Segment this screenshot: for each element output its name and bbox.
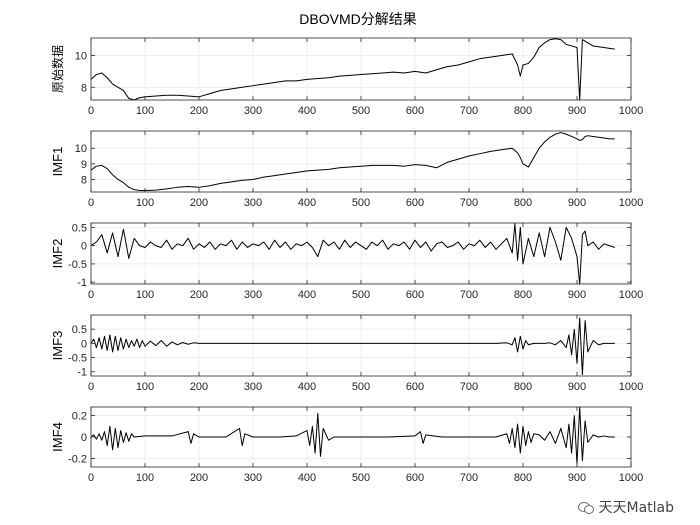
x-tick-label: 900 <box>568 381 586 393</box>
subplot-1: 0 100 200 300 400 500 600 700 800 900 1000 8 10 原始数据 <box>50 37 643 117</box>
x-tick-label: 900 <box>568 105 586 117</box>
subplot-4: 0 100 200 300 400 500 600 700 800 900 1000 -1 -0.5 0 0… <box>50 314 643 393</box>
y-tick-label: -1 <box>77 367 87 379</box>
y-tick-label: 0.5 <box>72 324 87 336</box>
x-tick-label: 900 <box>568 289 586 301</box>
x-tick-label: 500 <box>352 381 370 393</box>
y-tick-label: 0.5 <box>72 222 87 234</box>
x-tick-label: 1000 <box>619 381 643 393</box>
x-tick-label: 800 <box>514 289 532 301</box>
x-tick-label: 100 <box>136 289 154 301</box>
x-tick-label: 600 <box>406 381 424 393</box>
y-tick-label: 0.2 <box>72 411 87 423</box>
watermark-text: 天天Matlab <box>598 500 674 516</box>
x-tick-label: 300 <box>244 472 262 484</box>
y-tick-label: 0 <box>81 432 87 444</box>
y-axis-label: 原始数据 <box>50 45 65 93</box>
x-tick-label: 600 <box>406 197 424 209</box>
y-axis-label: IMF4 <box>50 422 65 452</box>
x-tick-label: 0 <box>88 197 94 209</box>
x-tick-label: 1000 <box>619 197 643 209</box>
y-tick-label: 8 <box>81 174 87 186</box>
x-tick-label: 700 <box>460 381 478 393</box>
y-tick-label: -0.5 <box>68 259 87 271</box>
x-tick-label: 700 <box>460 197 478 209</box>
x-tick-label: 200 <box>190 197 208 209</box>
x-tick-label: 500 <box>352 472 370 484</box>
x-tick-label: 1000 <box>619 105 643 117</box>
y-axis-label: IMF1 <box>50 147 65 177</box>
x-tick-label: 500 <box>352 197 370 209</box>
y-tick-label: -0.5 <box>68 353 87 365</box>
y-axis-label: IMF3 <box>50 331 65 361</box>
wechat-icon <box>578 500 595 514</box>
x-tick-label: 1000 <box>619 289 643 301</box>
x-tick-label: 400 <box>298 197 316 209</box>
x-tick-label: 400 <box>298 105 316 117</box>
x-tick-label: 600 <box>406 472 424 484</box>
figure-title: DBOVMD分解结果 <box>299 11 416 27</box>
x-tick-label: 0 <box>88 472 94 484</box>
x-tick-label: 500 <box>352 105 370 117</box>
x-tick-label: 100 <box>136 472 154 484</box>
y-tick-label: 9 <box>81 159 87 171</box>
x-tick-label: 900 <box>568 472 586 484</box>
y-tick-label: 0 <box>81 241 87 253</box>
x-tick-label: 300 <box>244 289 262 301</box>
watermark: 天天Matlab <box>578 497 674 517</box>
y-tick-label: 10 <box>75 50 87 62</box>
x-tick-label: 0 <box>88 381 94 393</box>
y-tick-label: -0.2 <box>68 453 87 465</box>
subplot-stack: 0 100 200 300 400 500 600 700 800 900 1000810原始数据0… <box>50 37 643 484</box>
x-tick-label: 200 <box>190 289 208 301</box>
y-tick-label: 0 <box>81 338 87 350</box>
x-tick-label: 800 <box>514 105 532 117</box>
subplot-3: 0 100 200 300 400 500 600 700 800 900 1000 -1 -0.5 0 0… <box>50 222 643 301</box>
y-axis-label: IMF2 <box>50 239 65 269</box>
x-tick-label: 600 <box>406 289 424 301</box>
y-tick-label: 8 <box>81 82 87 94</box>
x-tick-label: 800 <box>514 472 532 484</box>
x-tick-label: 400 <box>298 472 316 484</box>
x-tick-label: 700 <box>460 289 478 301</box>
x-tick-label: 600 <box>406 105 424 117</box>
x-tick-label: 500 <box>352 289 370 301</box>
x-tick-label: 300 <box>244 197 262 209</box>
series-line-1 <box>90 38 615 101</box>
x-tick-label: 100 <box>136 197 154 209</box>
y-tick-label: -1 <box>77 277 87 289</box>
x-tick-label: 800 <box>514 381 532 393</box>
series-line-5 <box>90 406 615 465</box>
x-tick-label: 700 <box>460 105 478 117</box>
x-tick-label: 200 <box>190 381 208 393</box>
x-tick-label: 300 <box>244 381 262 393</box>
x-tick-label: 800 <box>514 197 532 209</box>
series-line-2 <box>90 132 615 191</box>
y-tick-label: 10 <box>75 143 87 155</box>
x-tick-label: 100 <box>136 105 154 117</box>
series-line-4 <box>90 317 615 376</box>
subplot-5: 0 100 200 300 400 500 600 700 800 900 1000-0.200.2… <box>50 406 643 484</box>
x-tick-label: 900 <box>568 197 586 209</box>
x-tick-label: 1000 <box>619 472 643 484</box>
x-tick-label: 400 <box>298 381 316 393</box>
x-tick-label: 0 <box>88 105 94 117</box>
subplot-2: 0 100 200 300 400 500 600 700 800 900 1000 8 9 10 IMF1 <box>50 130 643 209</box>
x-tick-label: 100 <box>136 381 154 393</box>
x-tick-label: 0 <box>88 289 94 301</box>
x-tick-label: 700 <box>460 472 478 484</box>
x-tick-label: 300 <box>244 105 262 117</box>
x-tick-label: 200 <box>190 472 208 484</box>
x-tick-label: 200 <box>190 105 208 117</box>
series-line-3 <box>90 223 615 285</box>
x-tick-label: 400 <box>298 289 316 301</box>
